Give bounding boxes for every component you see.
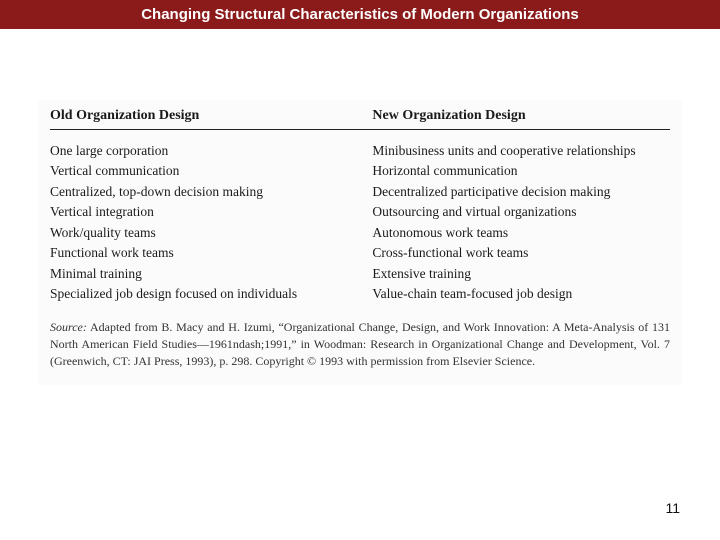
title-bar: Changing Structural Characteristics of M… — [0, 0, 720, 29]
table-row: Work/quality teamsAutonomous work teams — [50, 222, 670, 243]
table-row: Vertical integrationOutsourcing and virt… — [50, 202, 670, 223]
table-row: Functional work teamsCross-functional wo… — [50, 243, 670, 264]
table-row: Minimal trainingExtensive training — [50, 263, 670, 284]
cell-new: Value-chain team-focused job design — [372, 284, 670, 305]
cell-old: One large corporation — [50, 140, 372, 161]
cell-old: Minimal training — [50, 263, 372, 284]
cell-new: Extensive training — [372, 263, 670, 284]
cell-old: Vertical communication — [50, 161, 372, 182]
column-header-old: Old Organization Design — [50, 108, 372, 124]
source-label: Source: — [50, 320, 87, 334]
table-row: Centralized, top-down decision makingDec… — [50, 181, 670, 202]
page-number: 11 — [665, 500, 680, 516]
cell-new: Outsourcing and virtual organizations — [372, 202, 670, 223]
cell-new: Autonomous work teams — [372, 222, 670, 243]
cell-new: Minibusiness units and cooperative relat… — [372, 140, 670, 161]
source-text: Adapted from B. Macy and H. Izumi, “Orga… — [50, 320, 670, 369]
cell-new: Decentralized participative decision mak… — [372, 181, 670, 202]
cell-old: Specialized job design focused on indivi… — [50, 284, 372, 305]
cell-old: Work/quality teams — [50, 222, 372, 243]
table-row: Vertical communicationHorizontal communi… — [50, 161, 670, 182]
cell-old: Centralized, top-down decision making — [50, 181, 372, 202]
comparison-figure: Old Organization Design New Organization… — [38, 100, 682, 385]
cell-new: Cross-functional work teams — [372, 243, 670, 264]
table-row: One large corporationMinibusiness units … — [50, 140, 670, 161]
cell-old: Vertical integration — [50, 202, 372, 223]
table-row: Specialized job design focused on indivi… — [50, 284, 670, 305]
table-header-row: Old Organization Design New Organization… — [50, 108, 670, 130]
table-body: One large corporationMinibusiness units … — [50, 140, 670, 305]
slide-title: Changing Structural Characteristics of M… — [10, 6, 710, 23]
source-citation: Source: Adapted from B. Macy and H. Izum… — [50, 319, 670, 371]
column-header-new: New Organization Design — [372, 108, 670, 124]
cell-new: Horizontal communication — [372, 161, 670, 182]
cell-old: Functional work teams — [50, 243, 372, 264]
